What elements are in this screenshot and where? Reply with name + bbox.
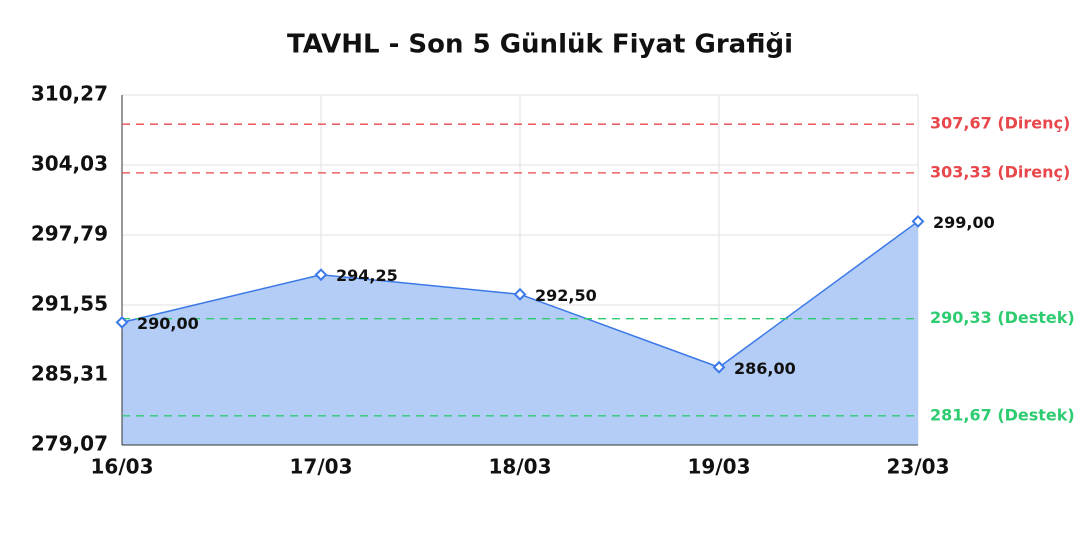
x-tick-label: 16/03 bbox=[91, 455, 154, 479]
marker bbox=[314, 268, 328, 282]
x-tick-label: 19/03 bbox=[688, 455, 751, 479]
reference-label: 303,33 (Direnç) bbox=[930, 162, 1070, 181]
value-label: 290,00 bbox=[137, 314, 199, 333]
marker bbox=[115, 315, 129, 329]
x-tick-label: 18/03 bbox=[489, 455, 552, 479]
reference-label: 281,67 (Destek) bbox=[930, 405, 1075, 424]
reference-label: 307,67 (Direnç) bbox=[930, 114, 1070, 133]
value-label: 292,50 bbox=[535, 286, 597, 305]
y-tick-label: 291,55 bbox=[31, 292, 108, 316]
x-tick-label: 23/03 bbox=[887, 455, 950, 479]
chart-title: TAVHL - Son 5 Günlük Fiyat Grafiği bbox=[287, 30, 793, 60]
marker bbox=[911, 215, 925, 228]
y-tick-label: 304,03 bbox=[31, 152, 108, 176]
y-tick-label: 279,07 bbox=[31, 432, 108, 456]
value-label: 286,00 bbox=[734, 359, 796, 378]
marker bbox=[513, 287, 527, 301]
y-tick-label: 285,31 bbox=[31, 362, 108, 386]
reference-label: 290,33 (Destek) bbox=[930, 308, 1075, 327]
y-tick-label: 297,79 bbox=[31, 222, 108, 246]
x-tick-label: 17/03 bbox=[290, 455, 353, 479]
value-label: 299,00 bbox=[933, 213, 995, 232]
value-label: 294,25 bbox=[336, 266, 398, 285]
y-tick-label: 310,27 bbox=[31, 82, 108, 106]
marker bbox=[712, 360, 726, 374]
